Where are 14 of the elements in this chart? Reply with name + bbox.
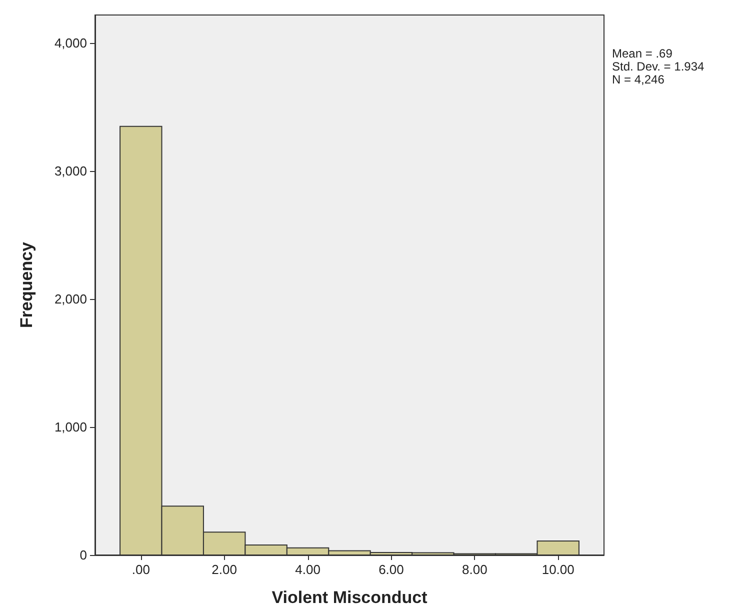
x-axis-title: Violent Misconduct (272, 588, 428, 607)
x-tick-label: 6.00 (378, 562, 404, 577)
text: Mean = .69 Std. Dev. = 1.934 N = 4,246 (612, 46, 704, 86)
x-tick-label: 4.00 (295, 562, 320, 577)
y-axis-title: Frequency (17, 241, 36, 328)
x-tick-label: 8.00 (462, 562, 488, 577)
y-tick-label: 3,000 (54, 164, 87, 179)
y-tick-label: 0 (80, 548, 87, 562)
x-tick-label: .00 (132, 562, 150, 577)
y-tick-label: 2,000 (54, 292, 87, 307)
x-tick-label: 2.00 (212, 562, 237, 577)
y-tick-label: 4,000 (54, 36, 87, 51)
y-tick-label: 1,000 (54, 420, 87, 435)
x-tick-label: 10.00 (542, 562, 574, 577)
